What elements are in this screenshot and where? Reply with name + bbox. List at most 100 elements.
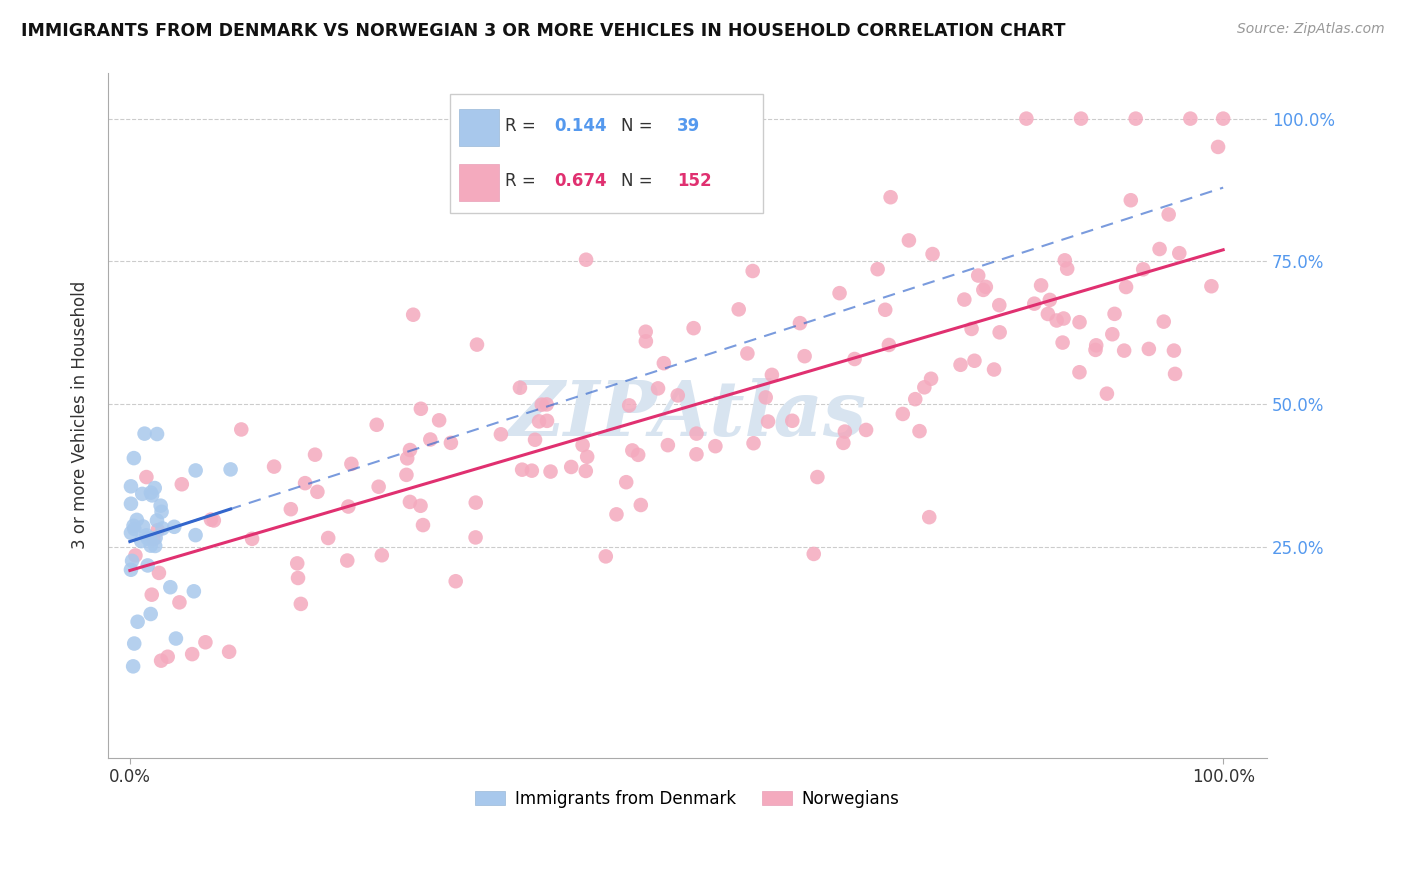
Point bbox=[143, 539, 166, 553]
Point bbox=[634, 325, 657, 339]
Point bbox=[1115, 280, 1137, 294]
Point bbox=[652, 356, 675, 370]
Point bbox=[120, 497, 142, 511]
Point bbox=[832, 436, 855, 450]
Point bbox=[988, 326, 1011, 340]
Point bbox=[409, 499, 432, 513]
Point bbox=[630, 498, 652, 512]
Point bbox=[988, 298, 1011, 312]
Point bbox=[184, 528, 207, 542]
Point bbox=[146, 513, 169, 527]
Point bbox=[134, 426, 156, 441]
Point bbox=[647, 381, 669, 395]
Point bbox=[530, 398, 553, 412]
Point bbox=[1029, 278, 1052, 293]
Point bbox=[146, 523, 169, 537]
Point bbox=[1095, 386, 1118, 401]
Point bbox=[412, 518, 434, 533]
Point bbox=[1119, 193, 1142, 207]
Text: N =: N = bbox=[621, 172, 652, 190]
Point bbox=[972, 283, 994, 297]
Point bbox=[983, 362, 1005, 376]
Point bbox=[908, 424, 931, 438]
Point bbox=[139, 539, 162, 553]
Point bbox=[120, 525, 142, 540]
Point bbox=[145, 531, 167, 545]
Point bbox=[1163, 343, 1185, 358]
Point bbox=[150, 505, 173, 519]
Point bbox=[122, 659, 145, 673]
Point bbox=[125, 513, 148, 527]
Point bbox=[685, 447, 707, 461]
Point bbox=[336, 553, 359, 567]
Point bbox=[1069, 365, 1091, 379]
Point bbox=[120, 479, 142, 493]
Point bbox=[967, 268, 990, 283]
Point bbox=[666, 388, 689, 402]
Point bbox=[806, 470, 828, 484]
Point bbox=[1069, 315, 1091, 329]
Point bbox=[395, 467, 418, 482]
Point bbox=[1039, 293, 1062, 307]
Point bbox=[219, 462, 242, 476]
Point bbox=[304, 448, 326, 462]
Point bbox=[169, 595, 191, 609]
Point bbox=[136, 532, 159, 546]
Point bbox=[396, 451, 419, 466]
Point bbox=[440, 435, 463, 450]
Point bbox=[520, 464, 543, 478]
Point bbox=[571, 438, 593, 452]
Point bbox=[340, 457, 363, 471]
Point bbox=[560, 459, 582, 474]
Point bbox=[124, 549, 146, 563]
Point bbox=[1157, 207, 1180, 221]
Point bbox=[918, 510, 941, 524]
Point bbox=[780, 414, 803, 428]
Point bbox=[285, 557, 308, 571]
Point bbox=[337, 500, 360, 514]
Point bbox=[121, 554, 143, 568]
Point bbox=[141, 488, 163, 502]
Point bbox=[464, 495, 486, 509]
Point bbox=[793, 349, 815, 363]
Point bbox=[789, 316, 811, 330]
Point bbox=[510, 463, 533, 477]
Point bbox=[536, 414, 558, 428]
Point bbox=[1053, 253, 1076, 268]
Point bbox=[621, 443, 644, 458]
Text: 39: 39 bbox=[678, 118, 700, 136]
FancyBboxPatch shape bbox=[450, 94, 763, 213]
Point bbox=[294, 476, 316, 491]
Point bbox=[240, 532, 263, 546]
Point bbox=[127, 615, 149, 629]
Point bbox=[135, 528, 157, 542]
Point bbox=[949, 358, 972, 372]
Point bbox=[879, 190, 901, 204]
Point bbox=[148, 566, 170, 580]
Point bbox=[419, 433, 441, 447]
Point bbox=[152, 521, 174, 535]
Legend: Immigrants from Denmark, Norwegians: Immigrants from Denmark, Norwegians bbox=[468, 783, 905, 814]
Point bbox=[1015, 112, 1038, 126]
Point bbox=[1164, 367, 1187, 381]
Point bbox=[1024, 296, 1046, 310]
Point bbox=[828, 286, 851, 301]
Text: R =: R = bbox=[506, 172, 536, 190]
Text: 152: 152 bbox=[678, 172, 711, 190]
Point bbox=[634, 334, 657, 349]
Point bbox=[231, 422, 253, 436]
Point bbox=[139, 607, 162, 621]
Point bbox=[124, 522, 146, 536]
Point bbox=[1149, 242, 1171, 256]
Text: Source: ZipAtlas.com: Source: ZipAtlas.com bbox=[1237, 22, 1385, 37]
Point bbox=[761, 368, 783, 382]
Point bbox=[891, 407, 914, 421]
Text: R =: R = bbox=[506, 118, 536, 136]
Point bbox=[866, 262, 889, 277]
Point bbox=[163, 520, 186, 534]
Point bbox=[614, 475, 637, 490]
Point bbox=[953, 293, 976, 307]
Point bbox=[122, 518, 145, 533]
Point bbox=[399, 443, 422, 458]
Point bbox=[921, 247, 943, 261]
